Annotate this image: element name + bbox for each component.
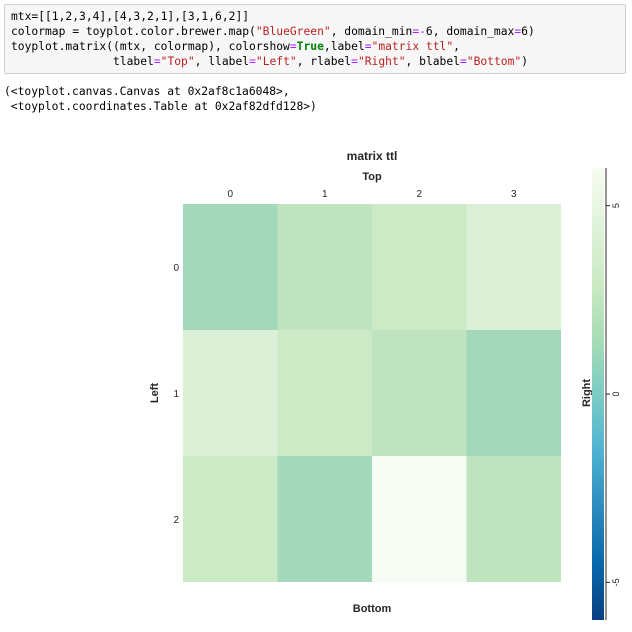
matrix-cell-r1-c3 [466,330,561,456]
colorbar-tick-label: -5 [611,578,621,586]
code-token: tlabel [11,55,154,68]
code-line-3: toyplot.matrix((mtx, colormap), colorsho… [11,39,619,54]
code-token: "Left" [255,55,297,68]
matrix-cell-r2-c1 [277,456,372,582]
bottom-label: Bottom [353,603,392,615]
chart-title: matrix ttl [347,149,398,163]
code-token: toyplot.matrix((mtx, colormap), colorsho… [11,40,290,53]
matrix-cell-r2-c2 [372,456,467,582]
code-token: mtx=[[1,2,3,4],[4,3,2,1],[3,1,6,2]] [11,10,250,23]
row-label: 0 [173,263,179,274]
code-token: "Top" [160,55,195,68]
code-cell[interactable]: mtx=[[1,2,3,4],[4,3,2,1],[3,1,6,2]] color… [4,4,626,74]
colorbar-tick-label: 5 [611,203,621,208]
column-label: 3 [511,189,517,200]
column-label: 1 [322,189,328,200]
code-token: "matrix ttl" [371,40,454,53]
matrix-cell-r1-c2 [372,330,467,456]
column-label: 0 [227,189,233,200]
code-line-1: mtx=[[1,2,3,4],[4,3,2,1],[3,1,6,2]] [11,9,619,24]
code-token: 6, domain_max [425,25,515,38]
left-label: Left [149,383,161,404]
matrix-cell-r1-c1 [277,330,372,456]
colorbar: 5 0 -5 [592,168,621,620]
column-label: 2 [416,189,422,200]
code-token: 6) [521,25,535,38]
row-label: 1 [173,389,179,400]
matrix-cell-r0-c1 [277,204,372,330]
matrix-cell-r0-c2 [372,204,467,330]
code-token: True [296,40,324,53]
code-token: "BlueGreen" [255,25,331,38]
code-token: = [153,55,161,68]
code-token: "Bottom" [466,55,522,68]
matrix-cells [183,204,561,582]
output-cell: (<toyplot.canvas.Canvas at 0x2af8c1a6048… [4,84,317,114]
code-token: = [514,25,522,38]
code-line-4: tlabel="Top", llabel="Left", rlabel="Rig… [11,54,619,69]
code-token: "Right" [357,55,406,68]
matrix-cell-r0-c0 [183,204,278,330]
code-token: , blabel [405,55,460,68]
matrix-cell-r2-c3 [466,456,561,582]
output-line-1: (<toyplot.canvas.Canvas at 0x2af8c1a6048… [4,85,290,98]
code-token: = [289,40,297,53]
code-token: , llabel [194,55,250,68]
code-token: ) [521,55,529,68]
code-token: = [459,55,467,68]
matrix-cell-r1-c0 [183,330,278,456]
row-label: 2 [173,515,179,526]
colorbar-gradient [592,168,604,620]
top-label: Top [362,171,382,183]
code-token: , rlabel [296,55,352,68]
code-line-2: colormap = toyplot.color.brewer.map("Blu… [11,24,619,39]
row-labels: 0 1 2 [173,263,179,526]
code-token: , [453,40,460,53]
matrix-cell-r0-c3 [466,204,561,330]
code-token: colormap = toyplot.color.brewer.map( [11,25,256,38]
code-token: ,label [323,40,365,53]
code-token: , domain_min [330,25,413,38]
matrix-cell-r2-c0 [183,456,278,582]
column-labels: 0 1 2 3 [227,189,517,200]
code-token: = [364,40,372,53]
colorbar-tick-label: 0 [611,391,621,396]
code-lines: mtx=[[1,2,3,4],[4,3,2,1],[3,1,6,2]] color… [11,9,619,69]
right-label: Right [581,379,593,407]
output-line-2: <toyplot.coordinates.Table at 0x2af82dfd… [4,100,317,113]
code-token: = [249,55,256,68]
code-token: = [351,55,358,68]
code-token: =- [412,25,426,38]
